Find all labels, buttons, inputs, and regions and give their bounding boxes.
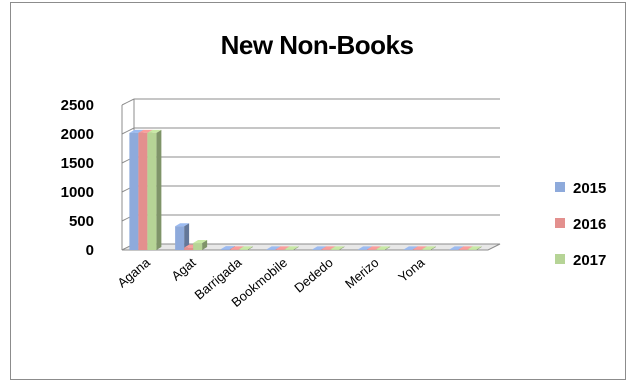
bar-side bbox=[339, 246, 345, 250]
bar bbox=[421, 249, 431, 250]
x-tick-label: Dededo bbox=[291, 255, 336, 296]
legend-swatch bbox=[555, 218, 565, 228]
bar-top bbox=[367, 246, 382, 250]
bar bbox=[220, 249, 230, 250]
x-tick-label: Yona bbox=[395, 254, 428, 285]
bar bbox=[184, 247, 194, 250]
bar bbox=[312, 249, 322, 250]
y-tick-label: 2500 bbox=[61, 97, 94, 114]
legend-swatch bbox=[555, 182, 565, 192]
bar bbox=[367, 249, 377, 250]
bar-top bbox=[175, 223, 190, 227]
bar bbox=[193, 243, 203, 250]
bar bbox=[467, 249, 477, 250]
bar bbox=[376, 249, 386, 250]
bar bbox=[229, 249, 239, 250]
y-tick-label: 1000 bbox=[61, 184, 94, 201]
x-tick-label: Agana bbox=[114, 254, 153, 290]
legend-label: 2016 bbox=[573, 216, 606, 233]
y-tick-label: 500 bbox=[69, 213, 94, 230]
bar-top bbox=[129, 129, 144, 133]
bar bbox=[147, 132, 157, 250]
bar-side bbox=[293, 246, 299, 250]
gridline-side bbox=[121, 127, 135, 135]
legend-swatch bbox=[555, 254, 565, 264]
bar bbox=[321, 249, 331, 250]
bar-top bbox=[403, 246, 418, 250]
bar-side bbox=[202, 240, 208, 250]
bar bbox=[129, 132, 139, 250]
bar-top bbox=[358, 246, 373, 250]
bar-top bbox=[449, 246, 464, 250]
bar-top bbox=[220, 246, 235, 250]
bar bbox=[412, 249, 422, 250]
bar bbox=[458, 249, 468, 250]
gridline-side bbox=[121, 98, 135, 106]
y-tick-label: 2000 bbox=[61, 126, 94, 143]
y-tick-label: 0 bbox=[86, 242, 94, 259]
bar bbox=[138, 132, 148, 250]
legend-label: 2017 bbox=[573, 252, 606, 269]
bar-top bbox=[238, 246, 253, 250]
bar-side bbox=[385, 246, 391, 250]
bar-top bbox=[312, 246, 327, 250]
bar-top bbox=[458, 246, 473, 250]
bar bbox=[175, 226, 185, 250]
bar bbox=[284, 249, 294, 250]
chart-title: New Non-Books bbox=[220, 30, 414, 60]
bar bbox=[403, 249, 413, 250]
bar-top bbox=[266, 246, 281, 250]
bar bbox=[238, 249, 248, 250]
bar bbox=[449, 249, 459, 250]
x-tick-label: Agat bbox=[168, 255, 198, 284]
bar-side bbox=[476, 246, 482, 250]
bar-top bbox=[138, 129, 153, 133]
bar-top bbox=[421, 246, 436, 250]
bar-top bbox=[275, 246, 290, 250]
bar-top bbox=[284, 246, 299, 250]
bar-top bbox=[147, 129, 162, 133]
chart-frame bbox=[10, 2, 626, 380]
bar bbox=[275, 249, 285, 250]
bar-top bbox=[467, 246, 482, 250]
bar-top bbox=[412, 246, 427, 250]
bar-side bbox=[430, 246, 436, 250]
bar-top bbox=[229, 246, 244, 250]
bar-side bbox=[184, 223, 190, 250]
y-tick-label: 1500 bbox=[61, 155, 94, 172]
legend-label: 2015 bbox=[573, 180, 606, 197]
bar bbox=[330, 249, 340, 250]
bar bbox=[358, 249, 368, 250]
bar-top bbox=[330, 246, 345, 250]
bar-top bbox=[193, 240, 208, 244]
bar bbox=[266, 249, 276, 250]
x-tick-label: Merizo bbox=[342, 255, 382, 292]
bar-side bbox=[247, 246, 253, 250]
bar-side bbox=[156, 129, 162, 250]
bar-top bbox=[321, 246, 336, 250]
bar-top bbox=[376, 246, 391, 250]
